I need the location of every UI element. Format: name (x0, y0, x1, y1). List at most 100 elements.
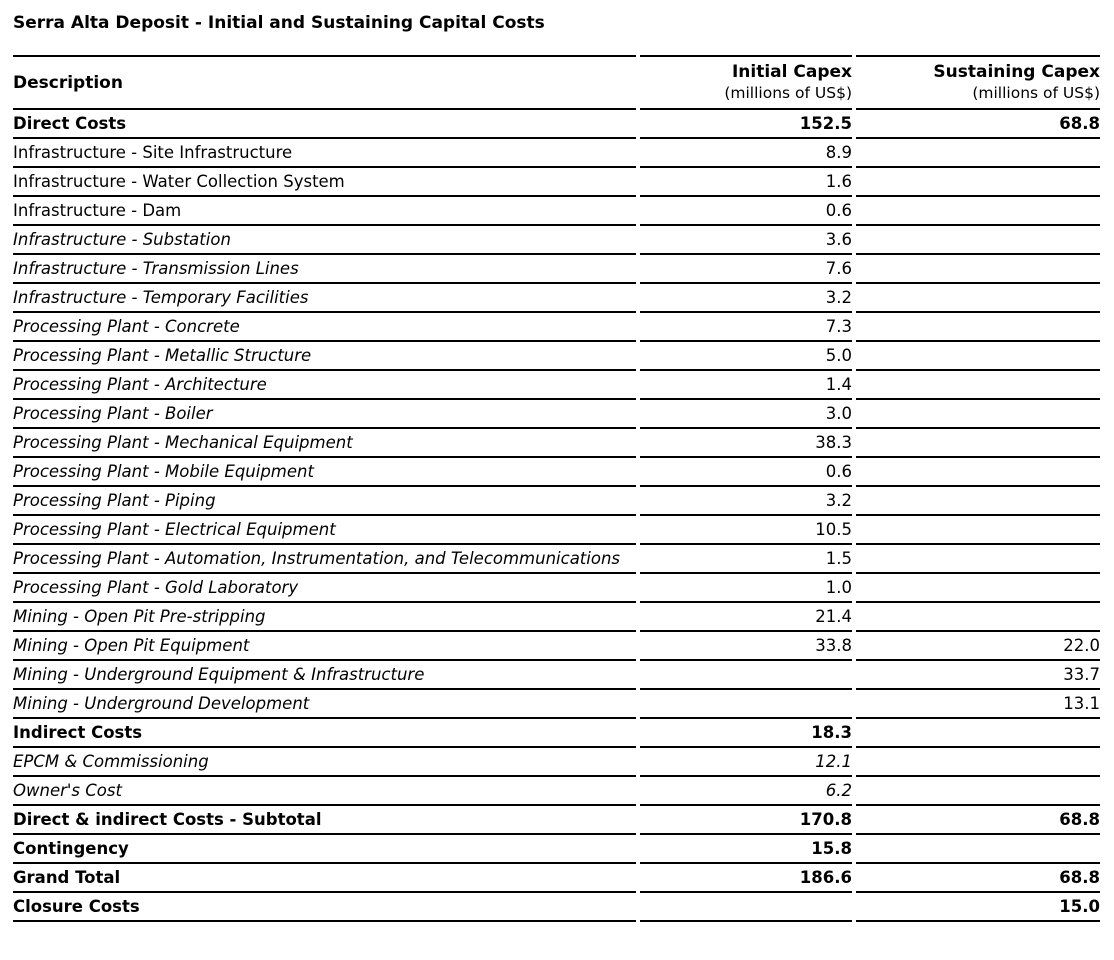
row-initial-capex-value: 33.8 (640, 632, 852, 661)
row-description: Processing Plant - Piping (13, 487, 636, 516)
row-sustaining-capex-value (856, 168, 1100, 197)
row-sustaining-capex-value: 33.7 (856, 661, 1100, 690)
row-sustaining-capex-value: 68.8 (856, 864, 1100, 893)
row-sustaining-capex-value (856, 748, 1100, 777)
row-description: Processing Plant - Metallic Structure (13, 342, 636, 371)
row-sustaining-capex-value: 22.0 (856, 632, 1100, 661)
row-initial-capex-value: 18.3 (640, 719, 852, 748)
table-row: Mining - Underground Development 13.1 (13, 690, 1100, 719)
table-row: Mining - Open Pit Pre-stripping 21.4 (13, 603, 1100, 632)
row-sustaining-capex-value (856, 371, 1100, 400)
row-description: Processing Plant - Gold Laboratory (13, 574, 636, 603)
row-sustaining-capex-value (856, 284, 1100, 313)
table-row: Grand Total 186.6 68.8 (13, 864, 1100, 893)
row-initial-capex-value: 1.4 (640, 371, 852, 400)
table-row: Processing Plant - Piping 3.2 (13, 487, 1100, 516)
row-initial-capex-value: 3.6 (640, 226, 852, 255)
row-initial-capex-value: 186.6 (640, 864, 852, 893)
row-initial-capex-value: 7.3 (640, 313, 852, 342)
table-row: Mining - Underground Equipment & Infrast… (13, 661, 1100, 690)
table-row: Direct Costs 152.5 68.8 (13, 110, 1100, 139)
column-header-description: Description (13, 55, 636, 110)
row-initial-capex-value: 0.6 (640, 197, 852, 226)
row-initial-capex-value: 10.5 (640, 516, 852, 545)
row-initial-capex-value (640, 690, 852, 719)
row-initial-capex-value: 8.9 (640, 139, 852, 168)
row-initial-capex-value: 1.5 (640, 545, 852, 574)
row-initial-capex-value (640, 661, 852, 690)
column-header-sustaining-capex-units: (millions of US$) (972, 83, 1100, 102)
table-row: Processing Plant - Architecture 1.4 (13, 371, 1100, 400)
row-description: Direct & indirect Costs - Subtotal (13, 806, 636, 835)
row-initial-capex-value: 15.8 (640, 835, 852, 864)
table-row: Processing Plant - Concrete 7.3 (13, 313, 1100, 342)
row-sustaining-capex-value (856, 487, 1100, 516)
row-description: Processing Plant - Mechanical Equipment (13, 429, 636, 458)
row-initial-capex-value: 152.5 (640, 110, 852, 139)
row-sustaining-capex-value (856, 777, 1100, 806)
row-description: EPCM & Commissioning (13, 748, 636, 777)
row-description: Processing Plant - Automation, Instrumen… (13, 545, 636, 574)
row-description: Infrastructure - Temporary Facilities (13, 284, 636, 313)
table-row: EPCM & Commissioning 12.1 (13, 748, 1100, 777)
row-sustaining-capex-value (856, 342, 1100, 371)
row-initial-capex-value: 12.1 (640, 748, 852, 777)
table-row: Infrastructure - Transmission Lines 7.6 (13, 255, 1100, 284)
row-initial-capex-value: 6.2 (640, 777, 852, 806)
row-description: Infrastructure - Substation (13, 226, 636, 255)
column-header-sustaining-capex-label: Sustaining Capex (933, 61, 1100, 82)
table-row: Processing Plant - Metallic Structure 5.0 (13, 342, 1100, 371)
column-header-initial-capex-label: Initial Capex (731, 61, 852, 82)
table-row: Processing Plant - Electrical Equipment 1… (13, 516, 1100, 545)
table-row: Processing Plant - Gold Laboratory 1.0 (13, 574, 1100, 603)
row-sustaining-capex-value (856, 458, 1100, 487)
capital-costs-table: Description Initial Capex (millions of U… (13, 55, 1100, 922)
row-sustaining-capex-value (856, 255, 1100, 284)
column-header-sustaining-capex: Sustaining Capex (millions of US$) (856, 55, 1100, 110)
table-row: Infrastructure - Dam 0.6 (13, 197, 1100, 226)
table-row: Owner's Cost 6.2 (13, 777, 1100, 806)
table-row: Infrastructure - Temporary Facilities 3.2 (13, 284, 1100, 313)
row-description: Mining - Open Pit Equipment (13, 632, 636, 661)
row-initial-capex-value: 38.3 (640, 429, 852, 458)
row-sustaining-capex-value (856, 719, 1100, 748)
row-initial-capex-value: 0.6 (640, 458, 852, 487)
table-row: Processing Plant - Mechanical Equipment 3… (13, 429, 1100, 458)
row-initial-capex-value: 7.6 (640, 255, 852, 284)
table-body: Direct Costs 152.5 68.8 Infrastructure - Si… (13, 110, 1100, 922)
row-sustaining-capex-value (856, 400, 1100, 429)
row-initial-capex-value: 1.6 (640, 168, 852, 197)
row-description: Mining - Open Pit Pre-stripping (13, 603, 636, 632)
row-description: Contingency (13, 835, 636, 864)
table-row: Infrastructure - Water Collection System… (13, 168, 1100, 197)
row-description: Owner's Cost (13, 777, 636, 806)
row-initial-capex-value: 5.0 (640, 342, 852, 371)
table-row: Processing Plant - Automation, Instrumen… (13, 545, 1100, 574)
row-description: Infrastructure - Dam (13, 197, 636, 226)
table-title: Serra Alta Deposit - Initial and Sustain… (13, 13, 545, 33)
table-row: Infrastructure - Substation 3.6 (13, 226, 1100, 255)
row-description: Processing Plant - Electrical Equipment (13, 516, 636, 545)
table-row: Indirect Costs 18.3 (13, 719, 1100, 748)
row-sustaining-capex-value (856, 603, 1100, 632)
row-sustaining-capex-value: 13.1 (856, 690, 1100, 719)
row-sustaining-capex-value (856, 429, 1100, 458)
row-sustaining-capex-value (856, 574, 1100, 603)
column-header-initial-capex-units: (millions of US$) (724, 83, 852, 102)
table-header-row: Description Initial Capex (millions of U… (13, 55, 1100, 110)
row-sustaining-capex-value (856, 835, 1100, 864)
row-description: Indirect Costs (13, 719, 636, 748)
table-row: Contingency 15.8 (13, 835, 1100, 864)
column-header-initial-capex: Initial Capex (millions of US$) (640, 55, 852, 110)
row-initial-capex-value: 1.0 (640, 574, 852, 603)
row-sustaining-capex-value (856, 516, 1100, 545)
row-initial-capex-value: 3.0 (640, 400, 852, 429)
row-sustaining-capex-value (856, 139, 1100, 168)
row-sustaining-capex-value (856, 313, 1100, 342)
table-row: Closure Costs 15.0 (13, 893, 1100, 922)
row-initial-capex-value (640, 893, 852, 922)
row-description: Processing Plant - Architecture (13, 371, 636, 400)
row-description: Processing Plant - Mobile Equipment (13, 458, 636, 487)
row-description: Infrastructure - Water Collection System (13, 168, 636, 197)
